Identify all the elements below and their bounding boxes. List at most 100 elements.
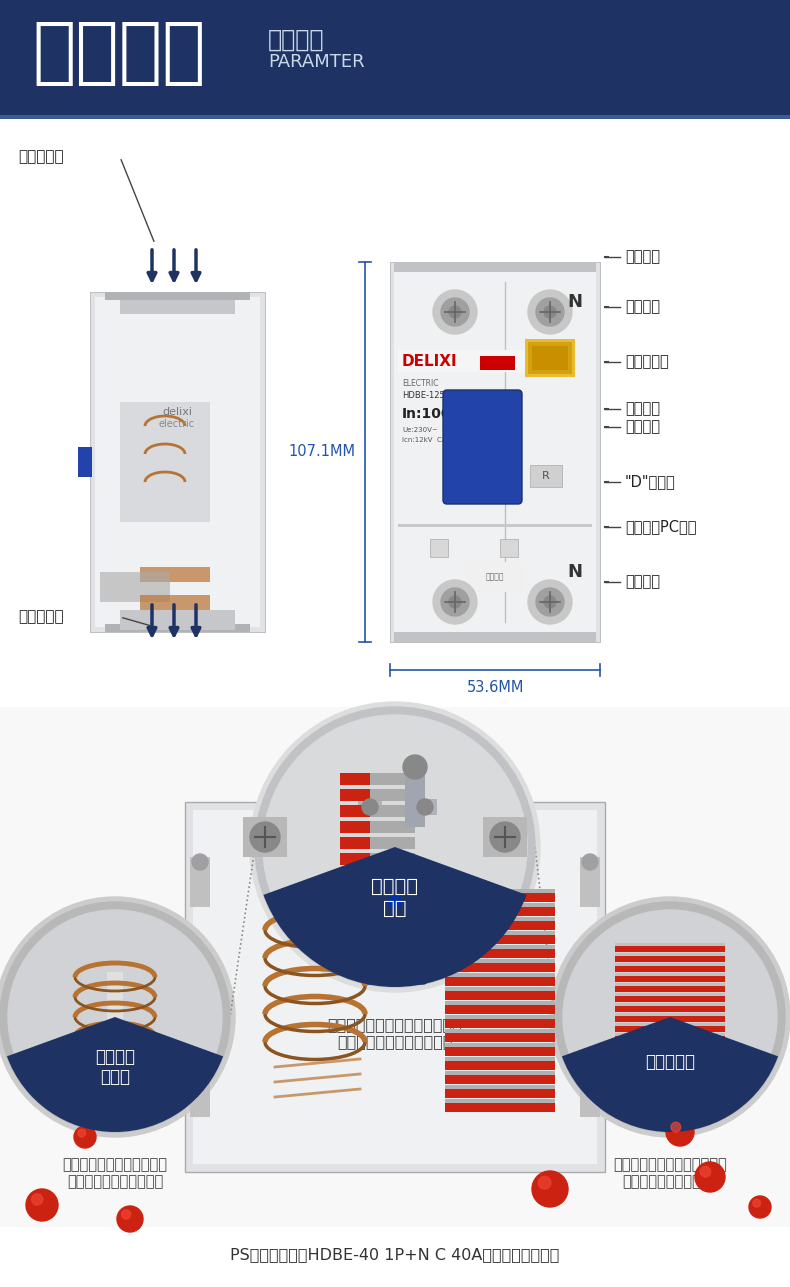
Circle shape: [449, 306, 461, 318]
Bar: [615, 1063, 725, 1066]
Circle shape: [538, 1176, 551, 1189]
Circle shape: [117, 1206, 143, 1232]
Bar: [398, 524, 592, 526]
Bar: [615, 1026, 725, 1032]
Text: N: N: [567, 562, 582, 580]
Bar: [340, 869, 370, 882]
Circle shape: [544, 596, 556, 607]
Bar: [394, 266, 596, 638]
Bar: [445, 959, 555, 963]
Bar: [580, 857, 600, 907]
Circle shape: [666, 1118, 694, 1145]
Circle shape: [700, 1166, 711, 1178]
Circle shape: [528, 290, 572, 335]
Bar: [447, 394, 518, 501]
Circle shape: [695, 1162, 725, 1192]
Bar: [120, 610, 235, 631]
Bar: [615, 1076, 725, 1082]
Circle shape: [671, 1122, 681, 1133]
Bar: [370, 821, 415, 833]
Bar: [445, 977, 555, 986]
Bar: [370, 853, 415, 865]
Text: 磁线圈的圈数过多或者过少
都会影响短路保护的效果: 磁线圈的圈数过多或者过少 都会影响短路保护的效果: [62, 1157, 167, 1189]
Bar: [615, 952, 725, 956]
Text: 精密计算
磁线圈: 精密计算 磁线圈: [95, 1048, 135, 1086]
Circle shape: [0, 902, 230, 1133]
Text: DELIXI: DELIXI: [402, 354, 457, 368]
Circle shape: [441, 299, 469, 326]
Bar: [483, 817, 527, 857]
Bar: [445, 907, 555, 916]
Text: 端子的硬度和镀层厚度两个参数
来衡量与含铜量和重量无关: 端子的硬度和镀层厚度两个参数 来衡量与含铜量和重量无关: [328, 1017, 462, 1049]
Bar: [445, 393, 520, 502]
Text: 107.1MM: 107.1MM: [288, 444, 355, 459]
Bar: [615, 996, 725, 1003]
Text: 优质接线
端子: 优质接线 端子: [371, 876, 419, 918]
Bar: [445, 1015, 555, 1019]
Bar: [615, 1015, 725, 1022]
Circle shape: [753, 1199, 761, 1207]
Bar: [0, 707, 790, 1227]
Bar: [340, 804, 370, 817]
Bar: [465, 562, 525, 592]
Circle shape: [32, 1194, 43, 1205]
Bar: [190, 1067, 210, 1117]
Bar: [480, 356, 515, 369]
Text: 53.6MM: 53.6MM: [466, 680, 524, 695]
Bar: [120, 293, 235, 314]
Bar: [615, 967, 725, 972]
Bar: [532, 346, 568, 369]
Wedge shape: [7, 1017, 223, 1133]
Bar: [445, 1033, 555, 1042]
Text: ELECTRIC: ELECTRIC: [402, 380, 438, 389]
Bar: [394, 263, 596, 272]
Text: electric: electric: [159, 420, 195, 429]
Text: "D"型手柄: "D"型手柄: [625, 475, 675, 489]
Circle shape: [192, 1064, 208, 1080]
Circle shape: [263, 716, 527, 979]
Bar: [105, 292, 250, 300]
Bar: [615, 986, 725, 992]
Text: PS：拆解样品为HDBE-40 1P+N C 40A只为做内部展示！: PS：拆解样品为HDBE-40 1P+N C 40A只为做内部展示！: [231, 1247, 559, 1263]
Circle shape: [433, 580, 477, 624]
Bar: [615, 1003, 725, 1006]
Bar: [615, 1053, 725, 1057]
Bar: [340, 853, 370, 865]
Circle shape: [582, 1064, 598, 1080]
Bar: [500, 539, 518, 557]
Text: 负载端口: 负载端口: [486, 573, 504, 582]
Wedge shape: [263, 847, 527, 987]
Bar: [445, 991, 555, 1000]
Bar: [105, 624, 250, 632]
Bar: [615, 973, 725, 976]
Bar: [445, 918, 555, 921]
Bar: [193, 810, 597, 1163]
Text: Ue:230V~: Ue:230V~: [402, 427, 438, 432]
Bar: [445, 1019, 555, 1028]
Bar: [365, 882, 425, 982]
FancyBboxPatch shape: [363, 880, 427, 985]
Bar: [615, 976, 725, 982]
Bar: [445, 945, 555, 949]
Bar: [615, 1073, 725, 1076]
Bar: [243, 817, 287, 857]
Text: Icn:12kV  CatA: Icn:12kV CatA: [402, 438, 453, 443]
Text: 分段能力: 分段能力: [625, 420, 660, 435]
Bar: [120, 402, 210, 523]
Bar: [100, 571, 170, 602]
Circle shape: [433, 290, 477, 335]
Circle shape: [749, 1196, 771, 1218]
Circle shape: [78, 1129, 85, 1136]
Circle shape: [26, 1189, 58, 1221]
Bar: [95, 297, 260, 627]
Bar: [445, 893, 555, 902]
Bar: [615, 943, 725, 946]
Text: R: R: [542, 471, 550, 481]
Bar: [413, 799, 437, 815]
Bar: [358, 799, 382, 815]
Text: 无缝设计: 无缝设计: [625, 574, 660, 589]
Text: PARAMTER: PARAMTER: [268, 53, 365, 71]
Bar: [530, 465, 562, 486]
Bar: [445, 1042, 555, 1048]
Circle shape: [417, 799, 433, 815]
